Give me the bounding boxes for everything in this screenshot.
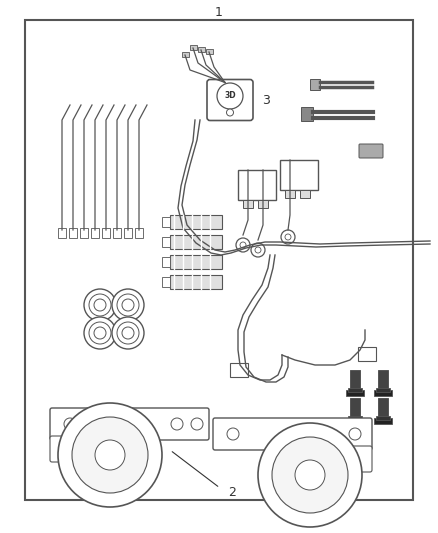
Bar	[374, 418, 392, 424]
Text: 2: 2	[228, 486, 236, 498]
Bar	[238, 170, 276, 200]
Circle shape	[89, 294, 111, 316]
Bar	[135, 228, 143, 238]
Bar	[350, 398, 360, 420]
Bar	[198, 47, 205, 52]
Bar	[58, 228, 66, 238]
Text: 3D: 3D	[224, 92, 236, 101]
Bar	[350, 370, 360, 392]
Bar	[170, 275, 222, 289]
FancyBboxPatch shape	[359, 144, 383, 158]
Circle shape	[112, 317, 144, 349]
Circle shape	[171, 418, 183, 430]
Bar	[348, 416, 362, 420]
Circle shape	[117, 294, 139, 316]
Circle shape	[117, 322, 139, 344]
Bar	[348, 388, 362, 392]
Bar	[162, 277, 170, 287]
Bar	[206, 49, 213, 54]
Bar	[113, 228, 121, 238]
Circle shape	[95, 440, 125, 470]
Bar	[182, 52, 189, 57]
Circle shape	[72, 417, 148, 493]
Circle shape	[112, 289, 144, 321]
FancyBboxPatch shape	[207, 79, 253, 120]
Circle shape	[89, 322, 111, 344]
Circle shape	[84, 317, 116, 349]
Text: 3: 3	[262, 93, 270, 107]
Circle shape	[281, 230, 295, 244]
Circle shape	[295, 460, 325, 490]
Bar	[102, 228, 110, 238]
Circle shape	[319, 428, 331, 440]
Circle shape	[64, 418, 76, 430]
Bar	[346, 418, 364, 424]
Bar	[378, 370, 388, 392]
Circle shape	[217, 83, 243, 109]
Circle shape	[255, 247, 261, 253]
Bar	[91, 228, 99, 238]
Circle shape	[58, 403, 162, 507]
FancyBboxPatch shape	[50, 436, 82, 462]
Bar	[358, 347, 376, 361]
Bar	[376, 388, 390, 392]
Bar	[170, 235, 222, 249]
Bar	[170, 255, 222, 269]
Circle shape	[349, 428, 361, 440]
Circle shape	[285, 234, 291, 240]
Bar	[69, 228, 77, 238]
Bar	[374, 390, 392, 396]
Circle shape	[191, 418, 203, 430]
Bar	[162, 237, 170, 247]
Bar	[162, 257, 170, 267]
Bar	[378, 398, 388, 420]
Bar	[230, 363, 248, 377]
Bar	[258, 200, 268, 208]
Circle shape	[236, 238, 250, 252]
Circle shape	[122, 327, 134, 339]
Bar	[280, 160, 318, 190]
Circle shape	[96, 418, 108, 430]
Circle shape	[226, 109, 233, 116]
Bar	[25, 20, 413, 500]
Bar	[301, 107, 313, 121]
Circle shape	[240, 242, 246, 248]
Bar	[80, 228, 88, 238]
Circle shape	[94, 327, 106, 339]
Text: 1: 1	[215, 5, 223, 19]
Circle shape	[122, 299, 134, 311]
Bar	[300, 190, 310, 198]
Bar	[170, 215, 222, 229]
Bar	[376, 416, 390, 420]
Bar	[162, 217, 170, 227]
Bar	[243, 200, 253, 208]
FancyBboxPatch shape	[50, 408, 209, 440]
Circle shape	[299, 428, 311, 440]
Circle shape	[272, 437, 348, 513]
Circle shape	[94, 299, 106, 311]
FancyBboxPatch shape	[213, 418, 372, 450]
Bar	[124, 228, 132, 238]
Bar	[310, 79, 320, 90]
Bar	[346, 390, 364, 396]
Circle shape	[258, 423, 362, 527]
Bar	[285, 190, 295, 198]
Circle shape	[251, 243, 265, 257]
Bar	[190, 45, 197, 50]
Circle shape	[84, 289, 116, 321]
Circle shape	[227, 428, 239, 440]
FancyBboxPatch shape	[340, 446, 372, 472]
